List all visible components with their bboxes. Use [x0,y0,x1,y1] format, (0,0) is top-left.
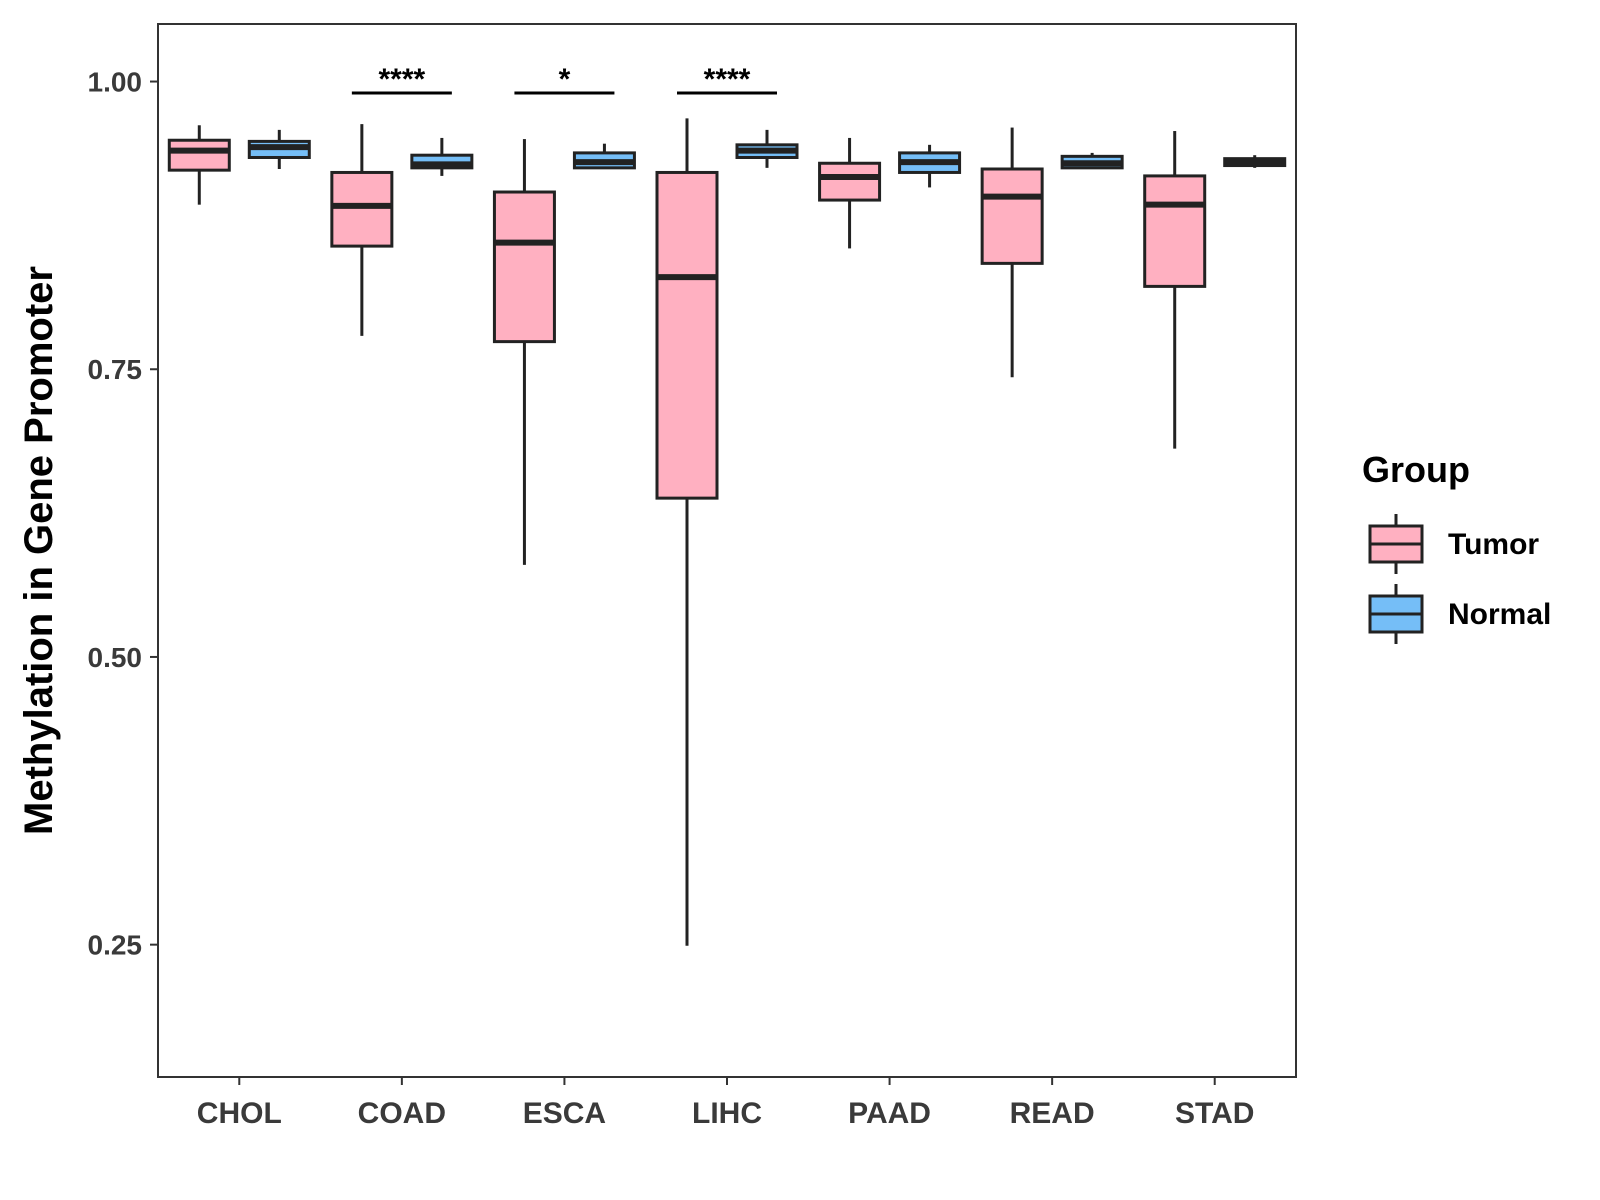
box-tumor-esca [492,139,556,565]
x-tick-label-stad: STAD [1175,1097,1254,1130]
box-body-tumor-coad [330,170,394,248]
box-tumor-coad [330,124,394,336]
box-tumor-chol [167,125,231,205]
box-normal-read [1060,152,1124,170]
significance-label-lihc: **** [704,63,751,96]
box-tumor-stad [1143,131,1207,449]
box-normal-stad [1223,155,1287,168]
x-tick-label-coad: COAD [358,1097,446,1130]
box-normal-chol [247,129,311,170]
box-body-tumor-esca [492,190,556,344]
box-normal-esca [572,143,636,170]
y-tick-label: 1.00 [88,67,143,98]
x-tick-label-chol: CHOL [197,1097,282,1130]
box-body-tumor-lihc [655,170,719,500]
x-tick-label-lihc: LIHC [692,1097,762,1130]
box-tumor-lihc [655,118,719,946]
significance-label-coad: **** [379,63,426,96]
box-normal-lihc [735,129,799,168]
y-axis-title: Methylation in Gene Promoter [17,266,61,835]
box-body-tumor-chol [167,138,231,172]
legend-title: Group [1362,449,1470,490]
y-tick-label: 0.50 [88,642,143,673]
box-normal-coad [410,137,474,176]
legend-label-tumor: Tumor [1448,528,1539,561]
y-tick-label: 0.25 [88,930,143,961]
plot-area: **** * **** [167,63,1287,946]
box-body-tumor-read [980,167,1044,265]
box-body-tumor-stad [1143,174,1207,288]
box-tumor-read [980,127,1044,378]
x-tick-label-paad: PAAD [848,1097,931,1130]
legend: Group Tumor Normal [1362,449,1551,644]
legend-item-normal: Normal [1368,584,1551,644]
legend-label-normal: Normal [1448,598,1551,631]
box-tumor-paad [818,137,882,249]
x-tick-label-read: READ [1010,1097,1095,1130]
significance-label-esca: * [559,63,571,96]
y-tick-label: 0.75 [88,354,143,385]
box-body-tumor-paad [818,161,882,202]
legend-item-tumor: Tumor [1368,514,1539,574]
x-tick-label-esca: ESCA [523,1097,606,1130]
box-normal-paad [898,144,962,188]
axes: 0.25 0.50 0.75 1.00 CHOL COAD ESCA LIHC PAAD READ… [88,67,1255,1130]
